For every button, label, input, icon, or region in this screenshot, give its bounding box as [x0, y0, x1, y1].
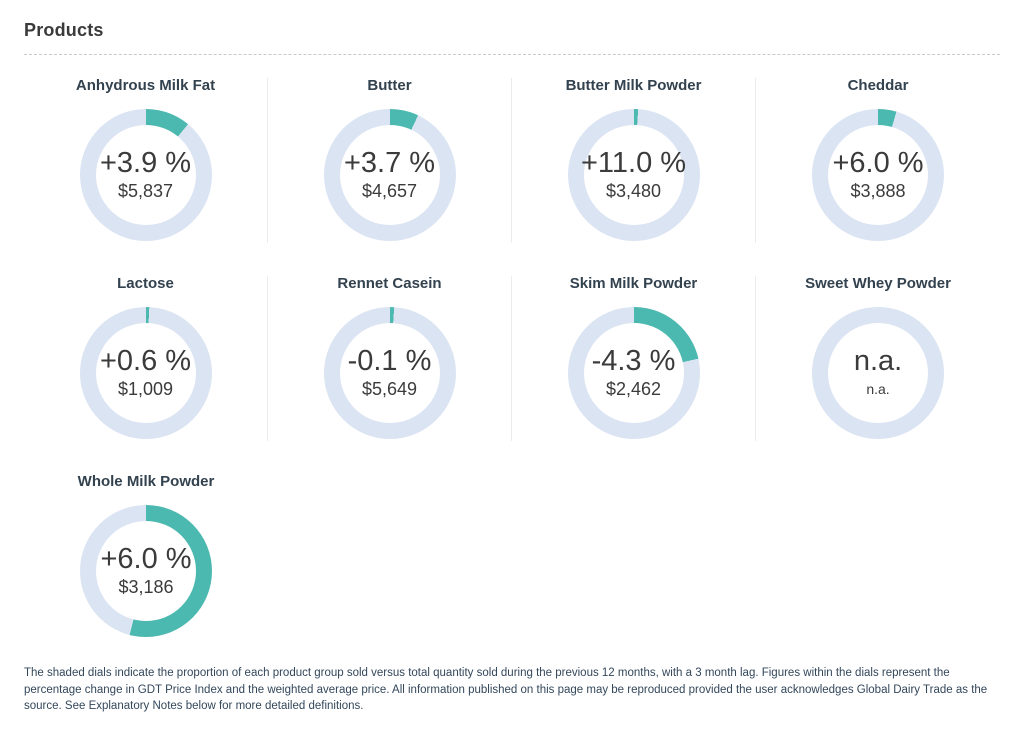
price-change-value: +6.0 % — [832, 147, 924, 179]
dial-gauge: -0.1 % $5,649 — [323, 307, 456, 439]
avg-price-value: $3,186 — [118, 577, 174, 597]
product-title: Anhydrous Milk Fat — [75, 77, 216, 94]
dial-center: +0.6 % $1,009 — [95, 323, 196, 423]
products-page: Products Anhydrous Milk Fat +3.9 % $5,83… — [0, 20, 1024, 715]
product-card-lactose: Lactose +0.6 % $1,009 — [24, 276, 268, 441]
product-card-whole-milk-powder: Whole Milk Powder +6.0 % $3,186 — [24, 474, 268, 639]
avg-price-value: $1,009 — [117, 379, 174, 399]
page-title: Products — [24, 20, 104, 40]
product-card-rennet-casein: Rennet Casein -0.1 % $5,649 — [268, 276, 512, 441]
dial-center: +11.0 % $3,480 — [580, 125, 687, 225]
product-card-sweet-whey-powder: Sweet Whey Powder n.a. n.a. — [756, 276, 1000, 441]
dial-center: +3.7 % $4,657 — [339, 125, 440, 225]
product-title: Whole Milk Powder — [77, 473, 215, 490]
dial-gauge: +6.0 % $3,888 — [812, 109, 944, 241]
product-title: Sweet Whey Powder — [805, 275, 951, 292]
dial-row-3: Whole Milk Powder +6.0 % $3,186 — [24, 451, 1000, 639]
dials-explanation-text: The shaded dials indicate the proportion… — [24, 667, 988, 712]
header-divider — [24, 54, 1000, 55]
dial-center: +6.0 % $3,888 — [828, 125, 928, 225]
avg-price-value: $5,649 — [361, 379, 418, 399]
dial-row-2: Lactose +0.6 % $1,009 Rennet Casein -0.1… — [24, 253, 1000, 441]
price-change-value: +3.9 % — [99, 147, 192, 179]
dial-center: n.a. n.a. — [828, 323, 928, 423]
product-title: Butter — [367, 77, 412, 94]
product-card-skim-milk-powder: Skim Milk Powder -4.3 % $2,462 — [512, 276, 756, 441]
price-change-value: -0.1 % — [347, 345, 432, 377]
dial-gauge: +0.6 % $1,009 — [79, 307, 212, 439]
product-title: Butter Milk Powder — [565, 77, 702, 94]
price-change-value: +11.0 % — [580, 147, 687, 179]
dial-gauge: +3.9 % $5,837 — [79, 109, 212, 241]
product-title: Skim Milk Powder — [569, 275, 698, 292]
avg-price-value: n.a. — [866, 381, 890, 397]
dial-gauge: -4.3 % $2,462 — [567, 307, 700, 439]
avg-price-value: $5,837 — [117, 181, 174, 201]
product-card-anhydrous-milk-fat: Anhydrous Milk Fat +3.9 % $5,837 — [24, 78, 268, 243]
dial-center: -4.3 % $2,462 — [583, 323, 684, 423]
dial-row-1: Anhydrous Milk Fat +3.9 % $5,837 Butter … — [24, 55, 1000, 243]
dial-center: +3.9 % $5,837 — [95, 125, 196, 225]
dial-center: -0.1 % $5,649 — [339, 323, 440, 423]
avg-price-value: $2,462 — [605, 379, 662, 399]
product-card-cheddar: Cheddar +6.0 % $3,888 — [756, 78, 1000, 243]
avg-price-value: $4,657 — [361, 181, 418, 201]
product-card-butter: Butter +3.7 % $4,657 — [268, 78, 512, 243]
price-change-value: +3.7 % — [343, 147, 436, 179]
product-title: Lactose — [117, 275, 174, 292]
avg-price-value: $3,480 — [605, 181, 662, 201]
dial-gauge: n.a. n.a. — [812, 307, 944, 439]
product-title: Cheddar — [847, 77, 909, 94]
price-change-value: +0.6 % — [99, 345, 192, 377]
price-change-value: -4.3 % — [591, 345, 676, 377]
dial-center: +6.0 % $3,186 — [96, 521, 196, 621]
product-title: Rennet Casein — [337, 275, 442, 292]
price-change-value: n.a. — [853, 345, 903, 377]
price-change-value: +6.0 % — [100, 543, 192, 575]
avg-price-value: $3,888 — [850, 181, 906, 201]
dial-gauge: +6.0 % $3,186 — [80, 505, 212, 637]
product-card-butter-milk-powder: Butter Milk Powder +11.0 % $3,480 — [512, 78, 756, 243]
dial-gauge: +3.7 % $4,657 — [323, 109, 456, 241]
dial-gauge: +11.0 % $3,480 — [567, 109, 700, 241]
